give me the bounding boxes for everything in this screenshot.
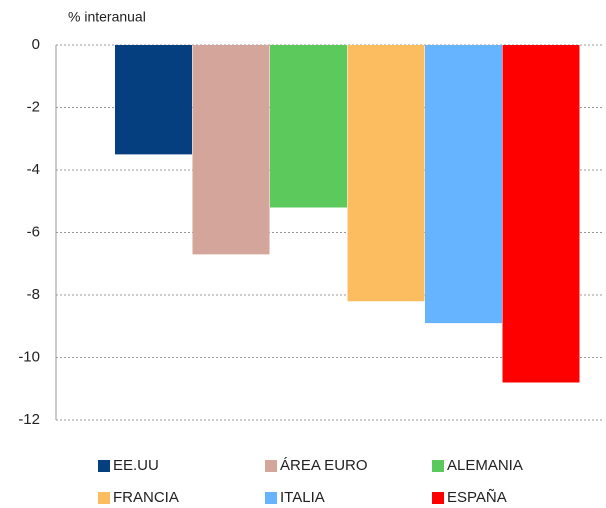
legend-label: ÁREA EURO — [280, 457, 368, 474]
legend-label: ESPAÑA — [447, 489, 507, 506]
bar — [192, 45, 270, 255]
legend-swatch — [98, 492, 110, 504]
legend-swatch — [265, 492, 277, 504]
bar — [425, 45, 502, 324]
y-axis-label: % interanual — [68, 9, 146, 25]
legend-label: EE.UU — [113, 457, 159, 474]
legend-label: FRANCIA — [113, 489, 179, 506]
legend-swatch — [265, 460, 277, 472]
legend-swatch — [98, 460, 110, 472]
y-tick-label: -12 — [18, 411, 40, 428]
y-tick-label: -8 — [27, 286, 40, 303]
legend-swatch — [432, 460, 444, 472]
bar — [115, 45, 192, 155]
y-tick-label: -10 — [18, 348, 40, 365]
bar — [502, 45, 580, 383]
legend-label: ITALIA — [280, 489, 325, 506]
y-tick-label: -6 — [27, 223, 40, 240]
y-tick-label: -2 — [27, 98, 40, 115]
bar — [347, 45, 425, 302]
legend-swatch — [432, 492, 444, 504]
y-tick-label: -4 — [27, 161, 40, 178]
bar — [270, 45, 347, 208]
legend-label: ALEMANIA — [447, 457, 523, 474]
y-tick-label: 0 — [32, 36, 40, 53]
